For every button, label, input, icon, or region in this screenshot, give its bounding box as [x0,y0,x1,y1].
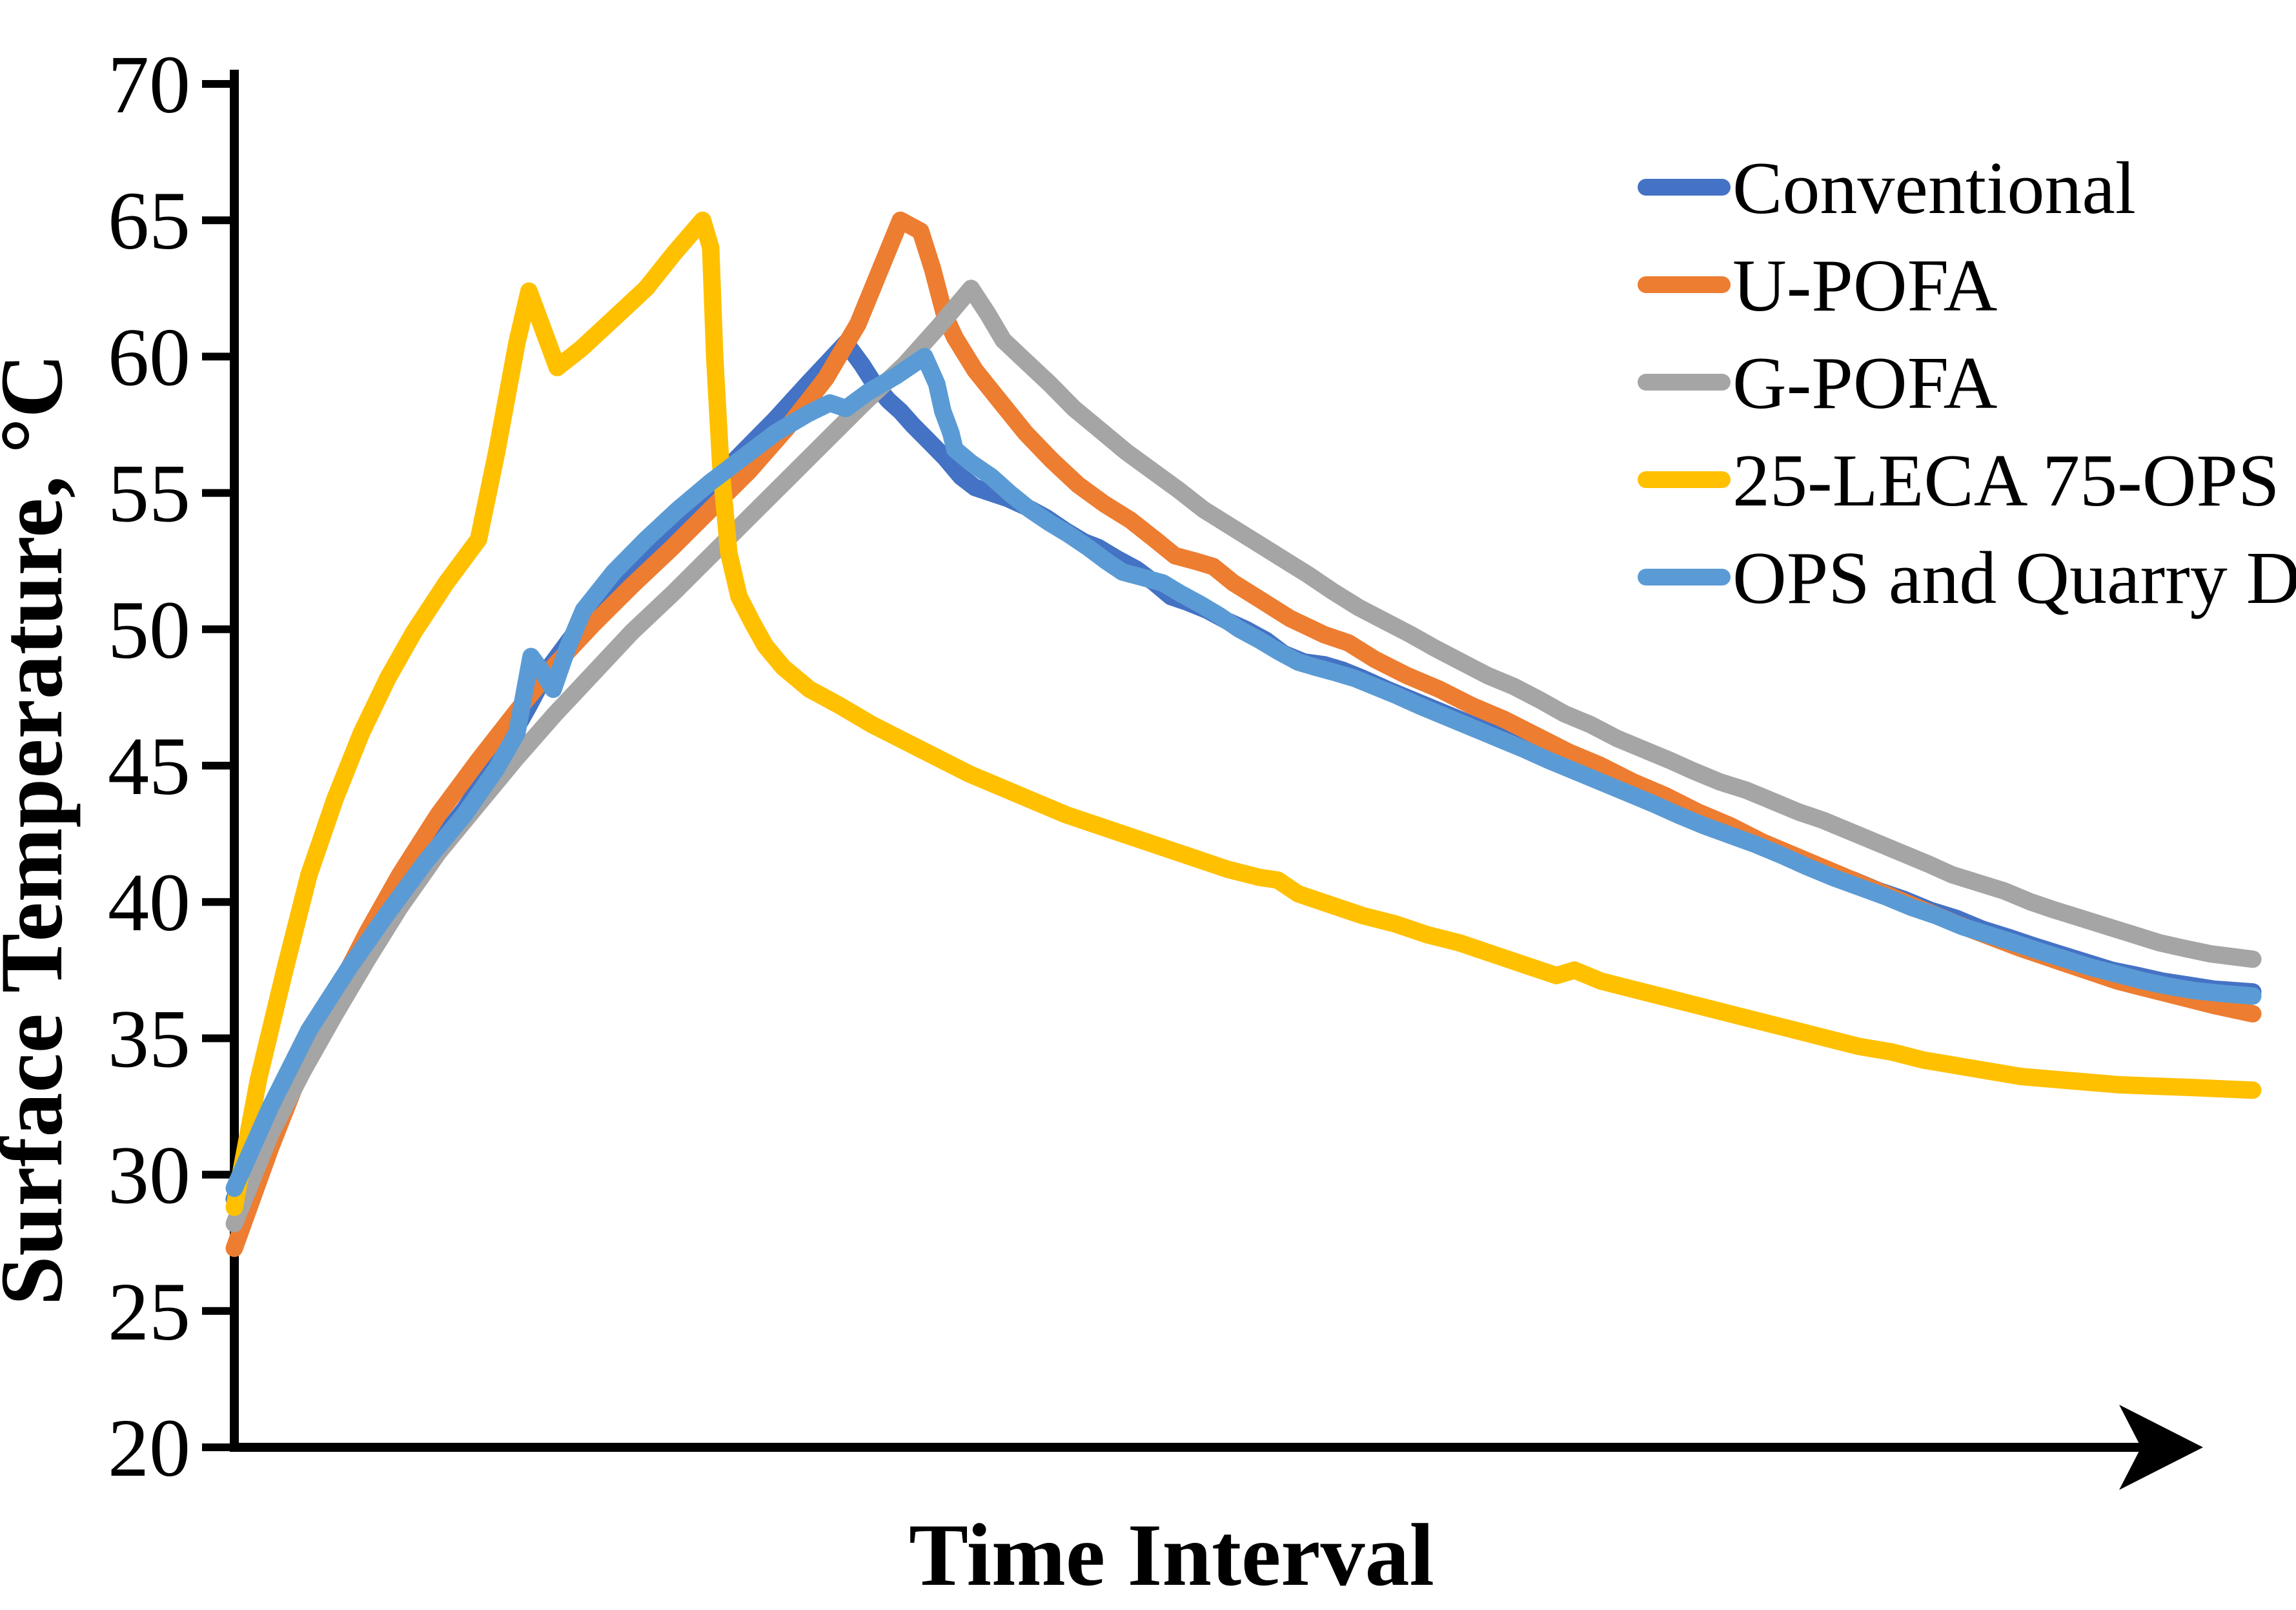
legend-label-ops-and-quarry-dust: OPS and Quarry Dust [1732,537,2296,620]
legend-label-g-pofa: G-POFA [1732,342,1997,425]
chart-legend: Conventional U-POFA G-POFA 25-LECA 75-OPS OP… [1638,147,2296,620]
y-axis-title: Surface Temperature, °C [0,354,81,1306]
y-axis-tick-label: 70 [108,39,190,130]
y-axis-tick-label: 65 [108,175,190,267]
y-axis-tick-label: 60 [108,311,190,403]
y-axis-tick-label: 25 [108,1266,190,1358]
series-line-g-pofa [225,280,2262,1233]
y-axis-tick-label: 20 [108,1402,190,1494]
y-axis-tick-label: 30 [108,1130,190,1221]
legend-label-25-leca-75-ops: 25-LECA 75-OPS [1732,440,2280,522]
series-line-ops-and-quarry-dust [225,347,2262,1197]
x-axis-title: Time Interval [909,1505,1434,1604]
y-axis-tick-label: 45 [108,720,190,812]
y-axis-ticks [202,80,234,1451]
x-axis-arrowhead-icon [2119,1405,2203,1490]
y-axis-tick-label: 50 [108,584,190,676]
legend-label-conventional: Conventional [1732,147,2136,230]
legend-label-u-pofa: U-POFA [1732,245,1997,327]
y-axis-tick-label: 40 [108,857,190,948]
y-axis-tick-label: 35 [108,993,190,1085]
series-line-25-leca-75-ops [225,211,2262,1216]
y-axis-tick-labels: 20 25 30 35 40 45 50 55 60 65 70 [108,39,190,1494]
data-series-lines [225,211,2262,1258]
y-axis-tick-label: 55 [108,448,190,540]
